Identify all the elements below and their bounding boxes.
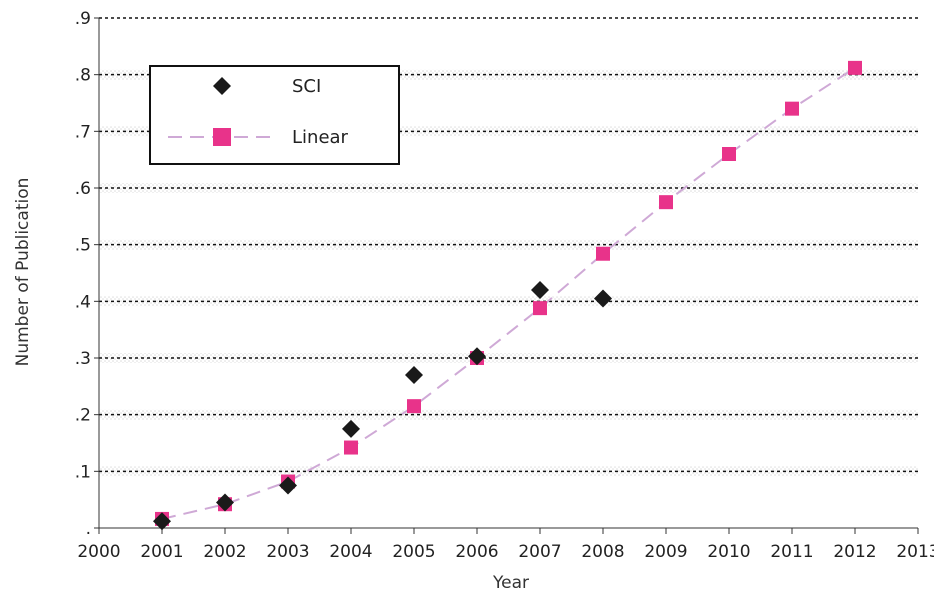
sci-point bbox=[153, 512, 171, 531]
linear-trend-line bbox=[161, 67, 856, 520]
y-tick-label: .5 bbox=[75, 236, 91, 256]
y-tick-label: .3 bbox=[75, 349, 91, 369]
y-tick-label: .7 bbox=[75, 122, 91, 142]
legend-entry-linear bbox=[168, 128, 278, 146]
y-tick-label: . bbox=[86, 519, 91, 539]
legend-label-sci: SCI bbox=[292, 76, 321, 97]
sci-point bbox=[468, 347, 486, 366]
linear-point bbox=[596, 246, 610, 261]
sci-point bbox=[216, 493, 234, 512]
x-axis-title: Year bbox=[492, 573, 529, 592]
sci-point bbox=[342, 419, 360, 438]
linear-series-line bbox=[161, 67, 856, 520]
linear-point bbox=[533, 301, 547, 316]
x-tick-label: 2008 bbox=[581, 542, 624, 562]
gridlines bbox=[99, 17, 918, 477]
linear-point bbox=[344, 440, 358, 455]
legend-entry-sci bbox=[213, 77, 231, 95]
y-tick-label: .1 bbox=[75, 462, 91, 482]
y-tick-label: .9 bbox=[75, 9, 91, 29]
x-tick-label: 2012 bbox=[833, 542, 876, 562]
legend-marker-sci bbox=[213, 77, 231, 95]
linear-point bbox=[407, 399, 421, 414]
x-tick-label: 2000 bbox=[77, 542, 120, 562]
x-tick-label: 2001 bbox=[140, 542, 183, 562]
x-tick-label: 2009 bbox=[644, 542, 687, 562]
y-tick-label: .2 bbox=[75, 406, 91, 426]
legend-marker-linear bbox=[213, 128, 231, 146]
x-tick-label: 2005 bbox=[392, 542, 435, 562]
linear-point bbox=[785, 101, 799, 116]
y-axis-title: Number of Publication bbox=[13, 178, 33, 367]
legend-box bbox=[149, 65, 400, 165]
x-tick-label: 2013 bbox=[896, 542, 934, 562]
linear-point bbox=[659, 195, 673, 210]
x-tick-label: 2002 bbox=[203, 542, 246, 562]
x-tick-label: 2003 bbox=[266, 542, 309, 562]
y-tick-label: .6 bbox=[75, 179, 91, 199]
sci-point bbox=[594, 289, 612, 308]
data-points bbox=[153, 60, 862, 531]
x-tick-label: 2010 bbox=[707, 542, 750, 562]
axes bbox=[98, 18, 918, 529]
x-tick-label: 2006 bbox=[455, 542, 498, 562]
y-tick-label: .4 bbox=[75, 292, 91, 312]
sci-point bbox=[405, 366, 423, 384]
tick-labels: . .1 .2 .3 .4 .5 .6 .7 .8 .9 2000 2001 2002 2003 2004 2… bbox=[75, 9, 934, 562]
x-tick-label: 2004 bbox=[329, 542, 372, 562]
linear-point bbox=[848, 60, 862, 75]
legend: SCI Linear bbox=[149, 65, 400, 165]
y-tick-label: .8 bbox=[75, 66, 91, 86]
x-tick-label: 2011 bbox=[770, 542, 813, 562]
legend-label-linear: Linear bbox=[292, 127, 349, 148]
x-tick-label: 2007 bbox=[518, 542, 561, 562]
sci-point bbox=[279, 476, 297, 495]
linear-point bbox=[722, 147, 736, 161]
sci-point bbox=[531, 281, 549, 299]
